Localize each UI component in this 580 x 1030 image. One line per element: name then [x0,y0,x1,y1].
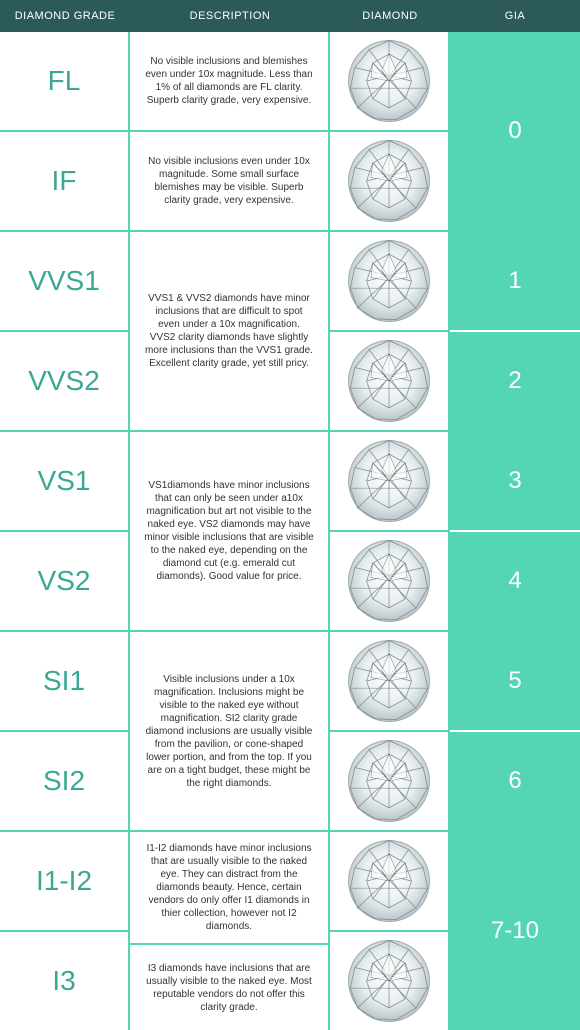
col-grades: SI1SI2 [0,632,130,830]
diamond-cell [330,130,450,230]
grade-cell: FL [0,32,130,130]
table-group: SI1SI2Visible inclusions under a 10x mag… [0,632,580,832]
gia-cell: 7-10 [450,832,580,1030]
col-description: VS1diamonds have minor inclusions that c… [130,432,330,630]
grade-cell: SI2 [0,730,130,830]
table-group: FLIFNo visible inclusions and blemishes … [0,32,580,232]
description-cell: Visible inclusions under a 10x magnifica… [130,632,330,830]
diamond-icon [344,936,434,1026]
diamond-cell [330,530,450,630]
grade-cell: I3 [0,930,130,1030]
col-diamond [330,632,450,830]
col-diamond [330,832,450,1030]
table-body: FLIFNo visible inclusions and blemishes … [0,32,580,1030]
col-description: I1-I2 diamonds have minor inclusions tha… [130,832,330,1030]
description-cell: I1-I2 diamonds have minor inclusions tha… [130,832,330,943]
diamond-icon [344,336,434,426]
grade-cell: IF [0,130,130,230]
diamond-icon [344,736,434,826]
gia-cell: 2 [450,330,580,430]
header-gia: GIA [450,10,580,22]
description-cell: VS1diamonds have minor inclusions that c… [130,432,330,630]
diamond-icon [344,536,434,626]
col-gia: 56 [450,632,580,830]
col-description: No visible inclusions and blemishes even… [130,32,330,230]
col-grades: VS1VS2 [0,432,130,630]
table-group: I1-I2I3I1-I2 diamonds have minor inclusi… [0,832,580,1030]
table-group: VVS1VVS2VVS1 & VVS2 diamonds have minor … [0,232,580,432]
diamond-cell [330,930,450,1030]
clarity-table: DIAMOND GRADE DESCRIPTION DIAMOND GIA FL… [0,0,580,1030]
header-diamond: DIAMOND [330,10,450,22]
gia-cell: 4 [450,530,580,630]
header-grade: DIAMOND GRADE [0,10,130,22]
col-diamond [330,32,450,230]
diamond-cell [330,432,450,530]
diamond-icon [344,836,434,926]
diamond-cell [330,330,450,430]
col-description: Visible inclusions under a 10x magnifica… [130,632,330,830]
gia-cell: 0 [450,32,580,230]
gia-cell: 5 [450,632,580,730]
grade-cell: VVS2 [0,330,130,430]
diamond-icon [344,236,434,326]
table-group: VS1VS2VS1diamonds have minor inclusions … [0,432,580,632]
col-gia: 34 [450,432,580,630]
description-cell: I3 diamonds have inclusions that are usu… [130,943,330,1030]
grade-cell: VS1 [0,432,130,530]
col-grades: VVS1VVS2 [0,232,130,430]
description-cell: VVS1 & VVS2 diamonds have minor inclusio… [130,232,330,430]
gia-cell: 3 [450,432,580,530]
diamond-cell [330,632,450,730]
col-grades: I1-I2I3 [0,832,130,1030]
col-gia: 0 [450,32,580,230]
gia-cell: 1 [450,232,580,330]
col-gia: 7-10 [450,832,580,1030]
col-gia: 12 [450,232,580,430]
table-header: DIAMOND GRADE DESCRIPTION DIAMOND GIA [0,0,580,32]
grade-cell: VS2 [0,530,130,630]
grade-cell: SI1 [0,632,130,730]
diamond-cell [330,730,450,830]
grade-cell: I1-I2 [0,832,130,930]
diamond-icon [344,636,434,726]
description-cell: No visible inclusions even under 10x mag… [130,130,330,230]
diamond-cell [330,32,450,130]
diamond-icon [344,36,434,126]
diamond-icon [344,136,434,226]
diamond-cell [330,232,450,330]
col-diamond [330,432,450,630]
diamond-cell [330,832,450,930]
description-cell: No visible inclusions and blemishes even… [130,32,330,130]
diamond-icon [344,436,434,526]
gia-cell: 6 [450,730,580,830]
col-diamond [330,232,450,430]
header-desc: DESCRIPTION [130,10,330,22]
col-grades: FLIF [0,32,130,230]
grade-cell: VVS1 [0,232,130,330]
col-description: VVS1 & VVS2 diamonds have minor inclusio… [130,232,330,430]
